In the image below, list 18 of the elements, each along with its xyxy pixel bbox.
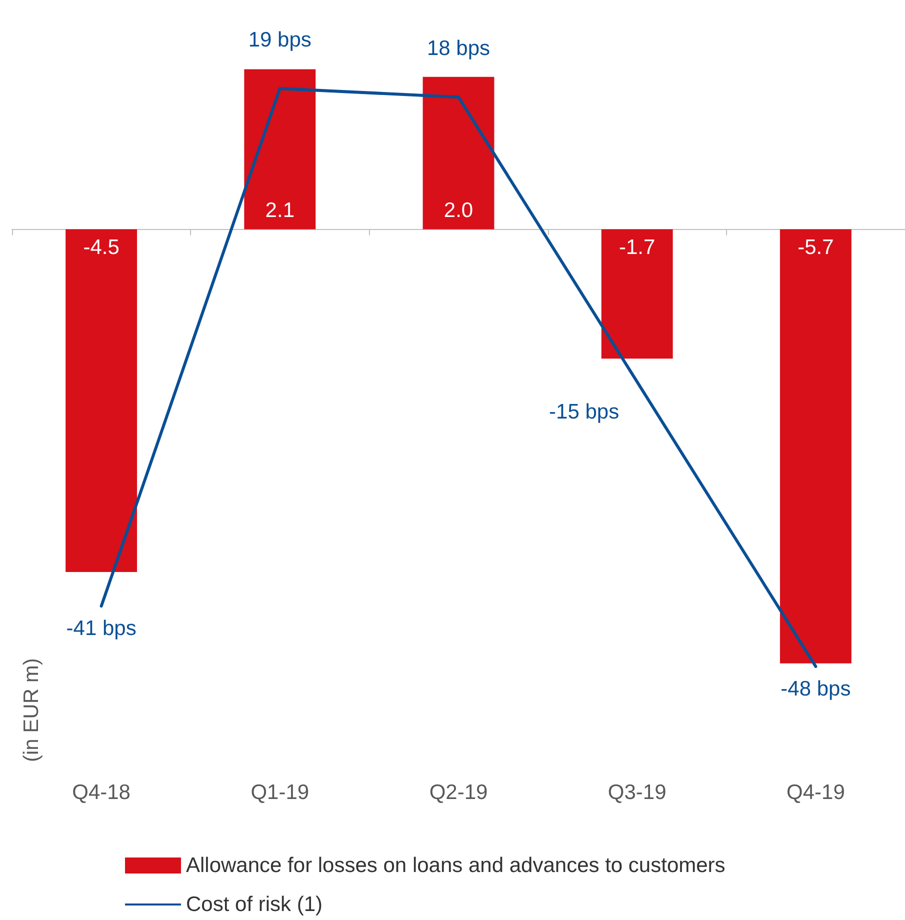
x-tick-label: Q3-19 bbox=[608, 781, 666, 804]
y-axis-title: (in EUR m) bbox=[20, 658, 43, 762]
data-label: -4.5 bbox=[83, 236, 120, 260]
x-tick-label: Q2-19 bbox=[429, 781, 488, 804]
data-label: -48 bps bbox=[780, 677, 851, 700]
x-tick-label: Q4-19 bbox=[786, 781, 845, 804]
data-label: 19 bps bbox=[248, 28, 312, 52]
x-tick-label: Q1-19 bbox=[250, 781, 310, 804]
data-label: 2.0 bbox=[444, 199, 474, 222]
data-label: -1.7 bbox=[619, 236, 656, 260]
data-label: -41 bps bbox=[66, 617, 136, 640]
data-label: 2.1 bbox=[265, 199, 294, 222]
data-label: -15 bps bbox=[549, 400, 620, 424]
legend-label: Allowance for losses on loans and advances to customers bbox=[186, 854, 726, 877]
data-label: 18 bps bbox=[426, 37, 490, 60]
data-label: -5.7 bbox=[798, 236, 834, 260]
legend-label: Cost of risk (1) bbox=[186, 893, 323, 916]
x-tick-label: Q4-18 bbox=[72, 781, 130, 804]
